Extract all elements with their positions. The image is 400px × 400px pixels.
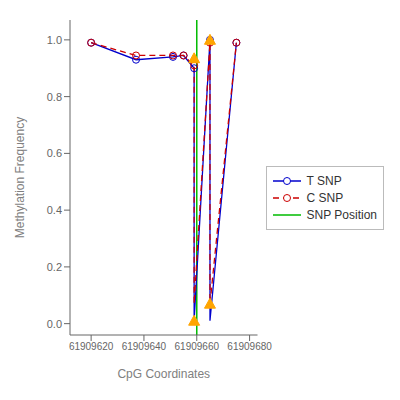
svg-text:0.8: 0.8 <box>47 91 62 103</box>
svg-text:CpG Coordinates: CpG Coordinates <box>117 367 210 381</box>
svg-text:1.0: 1.0 <box>47 34 62 46</box>
html-text:SNP Position: SNP Position <box>306 208 377 222</box>
svg-text:61909660: 61909660 <box>175 341 220 352</box>
svg-text:61909640: 61909640 <box>122 341 167 352</box>
html-text:C SNP: C SNP <box>306 191 344 205</box>
svg-text:61909680: 61909680 <box>227 341 272 352</box>
svg-text:0.0: 0.0 <box>47 318 62 330</box>
svg-text:Methylation Frequency: Methylation Frequency <box>13 117 27 238</box>
html-text:T SNP: T SNP <box>306 174 342 188</box>
svg-text:0.2: 0.2 <box>47 261 62 273</box>
svg-text:0.6: 0.6 <box>47 147 62 159</box>
svg-text:61909620: 61909620 <box>69 341 114 352</box>
svg-text:0.4: 0.4 <box>47 204 62 216</box>
